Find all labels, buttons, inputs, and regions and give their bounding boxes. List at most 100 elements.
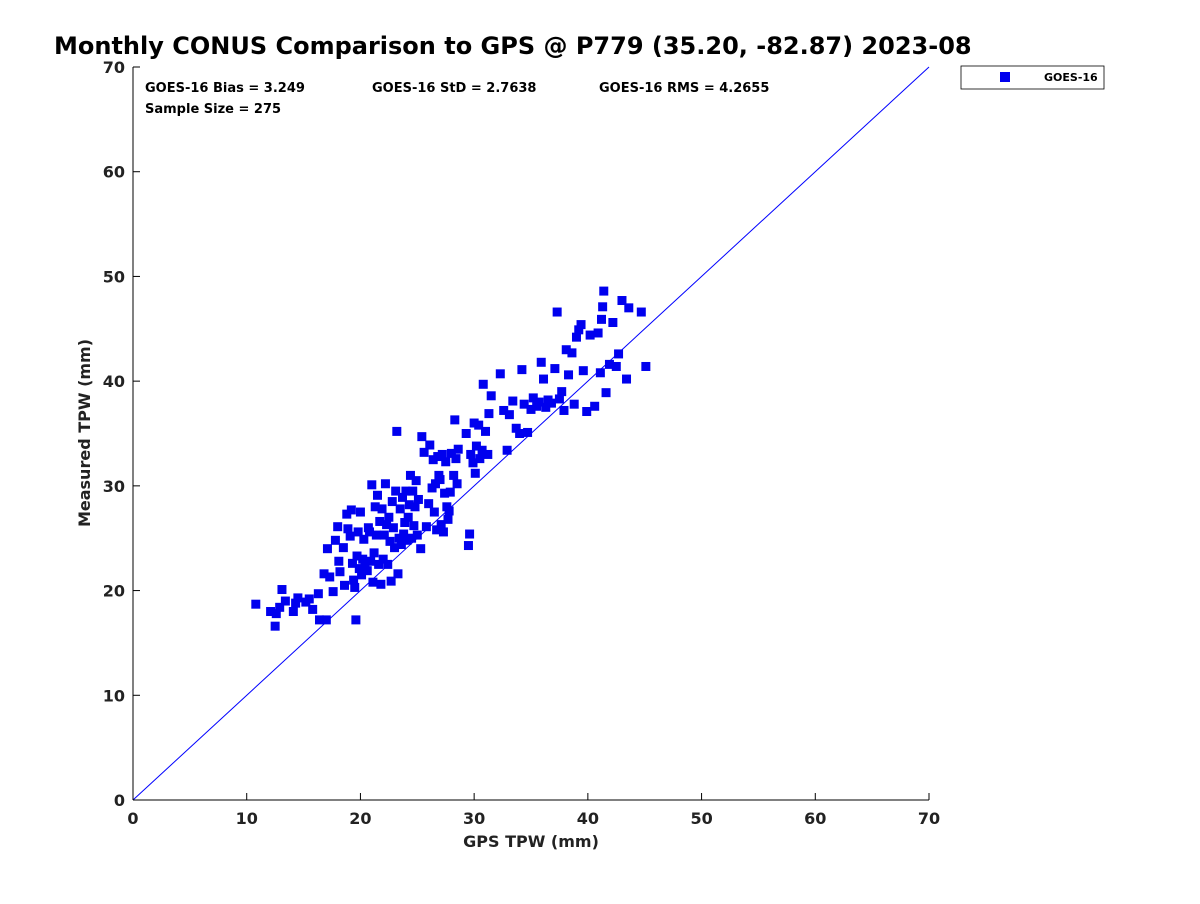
- data-point: [416, 544, 426, 554]
- data-point: [293, 593, 303, 603]
- data-point: [504, 410, 514, 420]
- data-point: [382, 520, 392, 530]
- data-point: [330, 535, 340, 545]
- data-point: [401, 486, 411, 496]
- data-point: [277, 585, 287, 595]
- data-point: [345, 531, 355, 541]
- data-point: [450, 415, 460, 425]
- stat-sample-size: Sample Size = 275: [145, 102, 281, 117]
- x-tick-label: 0: [127, 809, 138, 828]
- data-point: [567, 348, 577, 358]
- y-tick-label: 10: [103, 686, 125, 705]
- x-tick-label: 10: [236, 809, 258, 828]
- data-point: [409, 521, 419, 531]
- data-point: [321, 615, 331, 625]
- data-point: [351, 615, 361, 625]
- data-point: [469, 418, 479, 428]
- data-point: [251, 599, 261, 609]
- data-point: [446, 448, 456, 458]
- data-point: [304, 594, 314, 604]
- data-point: [395, 504, 405, 514]
- data-point: [319, 569, 329, 579]
- data-point: [597, 314, 607, 324]
- data-point: [388, 523, 398, 533]
- data-point: [270, 621, 280, 631]
- data-point: [325, 572, 335, 582]
- data-point: [393, 569, 403, 579]
- data-point: [452, 479, 462, 489]
- y-tick-label: 70: [103, 58, 125, 77]
- data-point: [280, 596, 290, 606]
- y-tick-label: 20: [103, 582, 125, 601]
- data-point: [365, 527, 375, 537]
- chart-title: Monthly CONUS Comparison to GPS @ P779 (…: [54, 32, 972, 60]
- data-point: [374, 559, 384, 569]
- stat-bias: GOES-16 Bias = 3.249: [145, 81, 305, 96]
- data-point: [433, 452, 443, 462]
- data-point: [495, 369, 505, 379]
- data-point: [604, 359, 614, 369]
- x-tick-label: 50: [690, 809, 712, 828]
- data-point: [451, 454, 461, 464]
- data-point: [313, 589, 323, 599]
- data-point: [387, 497, 397, 507]
- data-point: [424, 499, 434, 509]
- stat-rms: GOES-16 RMS = 4.2655: [599, 81, 769, 96]
- data-point: [334, 556, 344, 566]
- y-axis-ticks: 0 10 20 30 40 50 60 70: [103, 58, 140, 810]
- data-point: [432, 525, 442, 535]
- data-point: [429, 507, 439, 517]
- data-point: [511, 423, 521, 433]
- data-point: [335, 567, 345, 577]
- data-point: [371, 530, 381, 540]
- data-point: [352, 551, 362, 561]
- data-point: [463, 541, 473, 551]
- data-point: [554, 394, 564, 404]
- data-point: [445, 487, 455, 497]
- data-point: [355, 507, 365, 517]
- data-point: [641, 361, 651, 371]
- data-point: [366, 556, 376, 566]
- data-point: [357, 570, 367, 580]
- x-axis-ticks: 0 10 20 30 40 50 60 70: [127, 793, 940, 828]
- data-point: [376, 579, 386, 589]
- data-point: [378, 554, 388, 564]
- data-point: [440, 488, 450, 498]
- data-point: [515, 429, 525, 438]
- data-point: [470, 468, 480, 478]
- data-point: [413, 494, 423, 504]
- data-point: [499, 405, 509, 415]
- data-point: [517, 365, 527, 375]
- data-point: [526, 404, 536, 414]
- data-point: [349, 575, 359, 585]
- data-point: [443, 514, 453, 524]
- series-goes16-points: [251, 286, 651, 631]
- data-point: [343, 524, 353, 534]
- data-point: [394, 533, 404, 543]
- data-point: [475, 454, 485, 464]
- data-point: [484, 409, 494, 419]
- data-point: [421, 522, 431, 532]
- data-point: [411, 476, 421, 486]
- data-point: [407, 533, 417, 543]
- data-point: [396, 539, 406, 549]
- data-point: [611, 361, 621, 371]
- data-point: [552, 307, 562, 317]
- data-point: [477, 445, 487, 455]
- data-point: [266, 607, 276, 617]
- data-point: [358, 554, 368, 564]
- data-point: [314, 615, 324, 625]
- data-point: [622, 374, 632, 384]
- y-tick-label: 50: [103, 267, 125, 286]
- data-point: [624, 303, 634, 313]
- data-point: [569, 399, 579, 409]
- data-point: [571, 332, 581, 342]
- data-point: [599, 286, 609, 296]
- data-point: [375, 516, 385, 526]
- data-point: [441, 457, 451, 467]
- data-point: [438, 527, 448, 537]
- data-point: [444, 506, 454, 516]
- y-axis-label: Measured TPW (mm): [75, 339, 94, 527]
- data-point: [466, 449, 476, 459]
- plot-axes: [132, 67, 929, 801]
